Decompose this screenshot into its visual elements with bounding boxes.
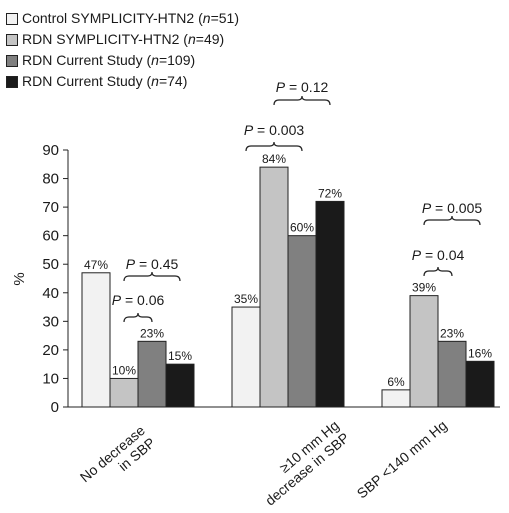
p-value-label: P = 0.45 (126, 256, 179, 272)
significance-bracket (123, 312, 153, 323)
significance-bracket (123, 271, 181, 282)
p-value-label: P = 0.005 (422, 200, 483, 216)
bar (231, 306, 261, 408)
legend: Control SYMPLICITY-HTN2 (n =51) RDN SYMPL… (6, 8, 239, 92)
legend-n-symbol: n (151, 73, 159, 89)
bar (315, 200, 345, 408)
significance-bracket (245, 141, 303, 152)
significance-bracket (273, 95, 331, 106)
y-tick-label: 20 (42, 342, 59, 359)
significance-bracket (423, 215, 481, 226)
legend-label: RDN SYMPLICITY-HTN2 (22, 31, 180, 47)
legend-n-value: =49 (195, 31, 220, 47)
legend-label: RDN Current Study (22, 52, 143, 68)
legend-item-rdn-current-74: RDN Current Study (n =74) (6, 71, 239, 92)
legend-item-rdn-current-109: RDN Current Study (n =109) (6, 50, 239, 71)
legend-n-symbol: n (151, 52, 159, 68)
y-tick-label: 0 (51, 399, 59, 416)
bar-value-label: 39% (412, 281, 436, 295)
bar (137, 340, 167, 408)
bar-value-label: 23% (140, 326, 164, 340)
legend-swatch-control-htn2 (6, 12, 18, 25)
p-value-label: P = 0.003 (244, 122, 305, 138)
legend-n-symbol: n (187, 31, 196, 47)
y-tick-label: 50 (42, 256, 59, 273)
bar (465, 360, 495, 408)
bar-value-label: 60% (290, 221, 314, 235)
bar (287, 235, 317, 408)
p-value-label: P = 0.06 (112, 292, 165, 308)
legend-label: RDN Current Study (22, 73, 143, 89)
x-category-label: SBP <140 mm Hg (354, 417, 450, 501)
bar (165, 363, 195, 408)
bar-value-label: 23% (440, 326, 464, 340)
legend-label: Control SYMPLICITY-HTN2 (22, 10, 195, 26)
bar-value-label: 16% (468, 346, 492, 360)
p-value-label: P = 0.04 (412, 247, 465, 263)
bar (437, 340, 467, 408)
bar (259, 166, 289, 408)
legend-swatch-rdn-current-109 (6, 54, 18, 67)
bar (81, 272, 111, 408)
bar-value-label: 6% (387, 375, 405, 389)
bar-value-label: 72% (318, 186, 342, 200)
legend-n-value: =109 (158, 52, 191, 68)
bar (109, 377, 139, 408)
x-category-label: ≥10 mm Hgdecrease in SBP (252, 417, 352, 509)
legend-n-symbol: n (202, 10, 211, 26)
y-axis-label: % (11, 272, 28, 285)
legend-item-control-htn2: Control SYMPLICITY-HTN2 (n =51) (6, 8, 239, 29)
bar-value-label: 35% (234, 292, 258, 306)
y-tick-label: 70 (42, 199, 59, 216)
x-category-label: No decreasein SBP (77, 422, 159, 498)
p-value-label: P = 0.12 (276, 79, 329, 95)
bar-value-label: 84% (262, 152, 286, 166)
bar-value-label: 15% (168, 349, 192, 363)
legend-n-value: =74 (158, 73, 183, 89)
significance-bracket (423, 266, 453, 277)
y-tick-label: 10 (42, 370, 59, 387)
legend-swatch-rdn-current-74 (6, 75, 18, 88)
y-tick-label: 80 (42, 171, 59, 188)
legend-n-value: =51 (210, 10, 235, 26)
legend-swatch-rdn-htn2 (6, 33, 18, 46)
bar-value-label: 47% (84, 258, 108, 272)
y-tick-label: 60 (42, 228, 59, 245)
y-tick-label: 30 (42, 313, 59, 330)
bar (381, 389, 411, 408)
y-tick-label: 90 (42, 142, 59, 159)
legend-item-rdn-htn2: RDN SYMPLICITY-HTN2 (n =49) (6, 29, 239, 50)
y-tick-label: 40 (42, 285, 59, 302)
bar (409, 295, 439, 408)
bar-value-label: 10% (112, 363, 136, 377)
